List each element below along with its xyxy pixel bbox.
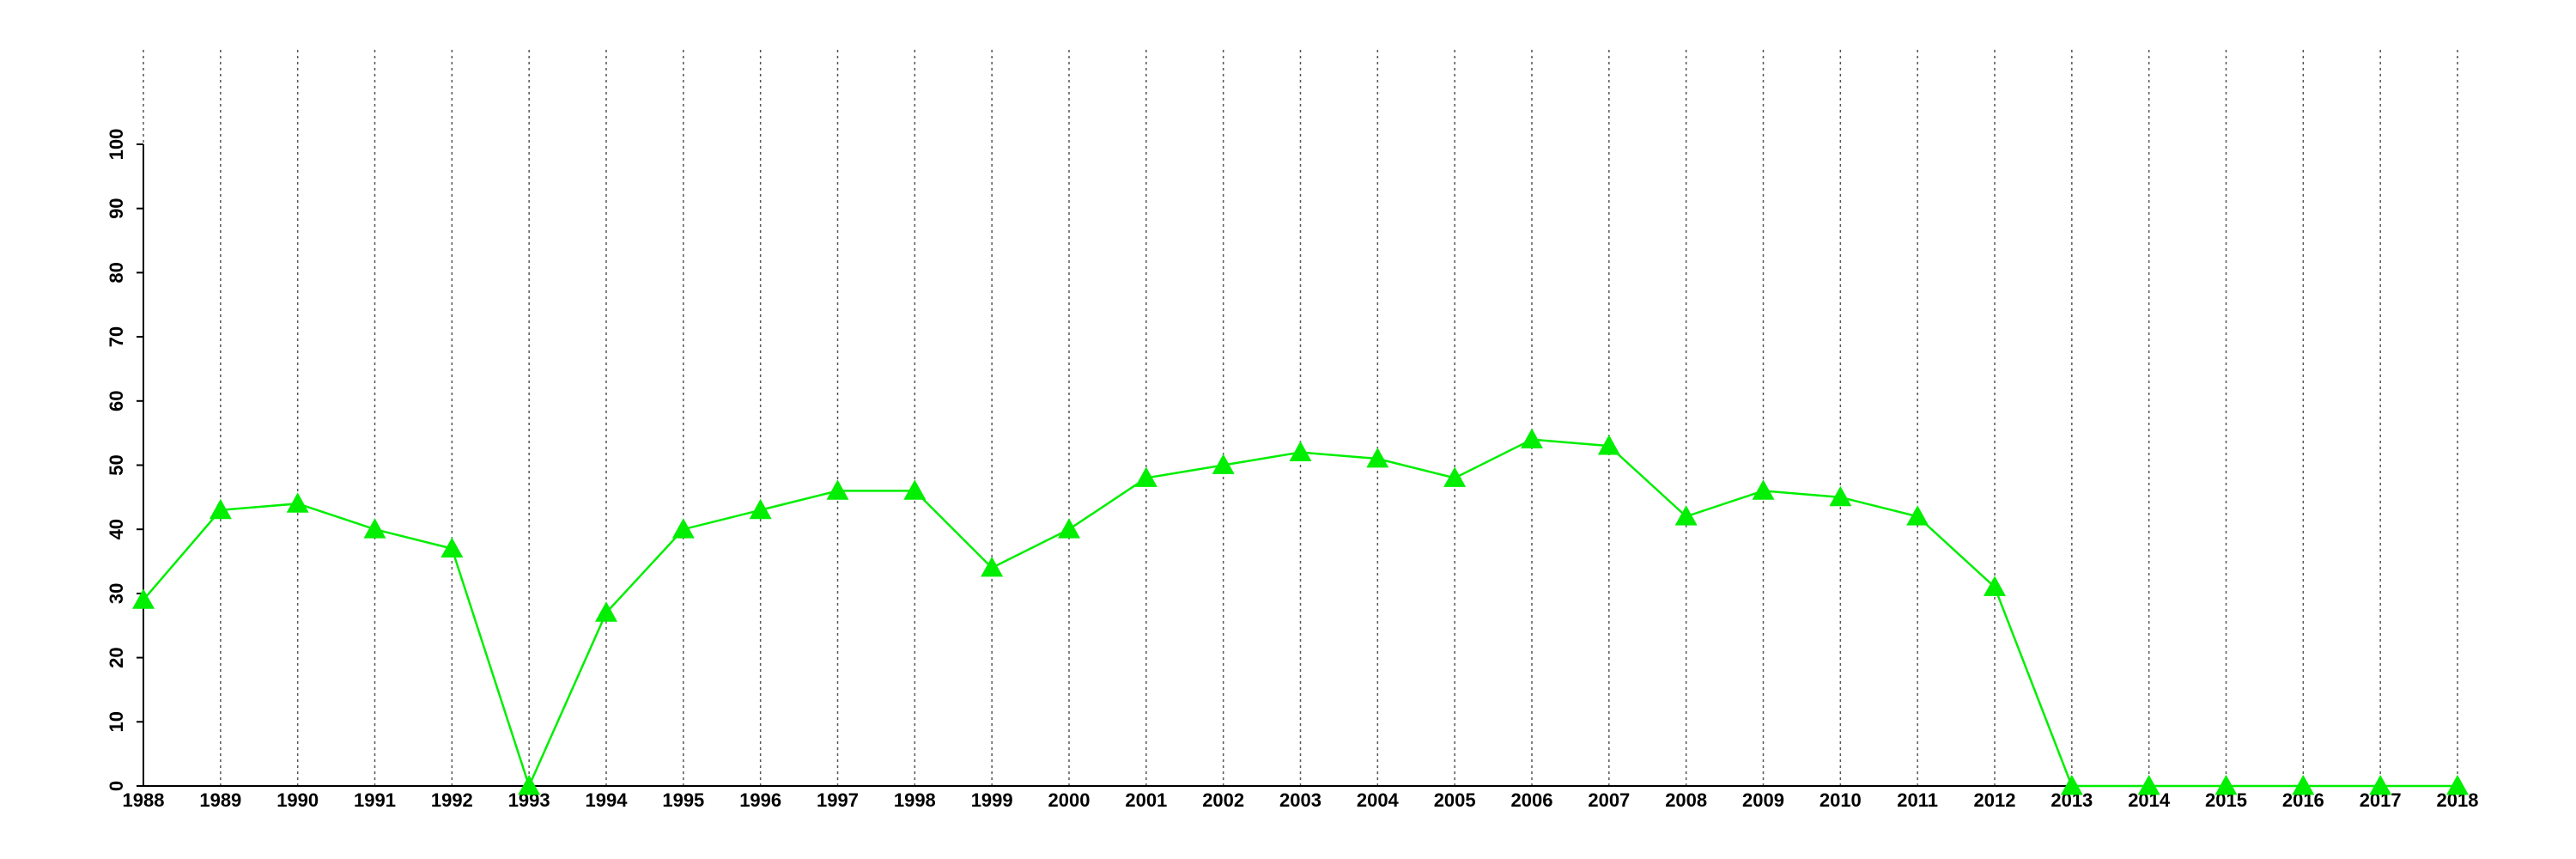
x-tick-label: 2011 xyxy=(1897,789,1938,811)
x-tick-label: 2008 xyxy=(1665,789,1707,811)
point-marker xyxy=(440,537,464,558)
point-marker xyxy=(1443,466,1467,487)
point-marker xyxy=(1134,466,1157,487)
point-marker xyxy=(671,518,695,539)
y-tick-label: 0 xyxy=(106,781,127,791)
y-tick-label: 80 xyxy=(106,262,127,283)
x-tick-label: 2000 xyxy=(1048,789,1091,811)
point-marker xyxy=(1984,576,2006,596)
point-marker xyxy=(363,518,386,539)
x-tick-label: 1990 xyxy=(276,789,319,811)
point-marker xyxy=(1289,441,1312,461)
y-tick-label: 90 xyxy=(106,198,127,218)
y-tick-label: 40 xyxy=(106,519,127,539)
point-marker xyxy=(826,479,849,500)
x-tick-label: 1997 xyxy=(817,789,859,811)
point-marker xyxy=(2215,775,2238,795)
point-marker xyxy=(2292,775,2315,795)
x-tick-label: 1988 xyxy=(123,789,165,811)
point-marker xyxy=(209,498,232,520)
x-tick-label: 2001 xyxy=(1125,789,1167,811)
x-tick-label: 1996 xyxy=(739,789,781,811)
x-tick-label: 1989 xyxy=(199,789,241,811)
point-marker xyxy=(2060,775,2083,795)
point-marker xyxy=(1906,505,1929,526)
point-marker xyxy=(1597,435,1620,455)
point-marker xyxy=(749,498,772,520)
point-marker xyxy=(1829,485,1852,507)
y-tick-label: 20 xyxy=(106,647,127,667)
x-tick-label: 2002 xyxy=(1202,789,1244,811)
point-marker xyxy=(132,588,155,609)
x-tick-label: 2005 xyxy=(1434,789,1476,811)
y-tick-label: 30 xyxy=(106,583,127,604)
x-tick-label: 2009 xyxy=(1742,789,1784,811)
point-marker xyxy=(2369,775,2392,795)
point-marker xyxy=(1058,518,1080,539)
x-tick-label: 1994 xyxy=(586,789,629,811)
line xyxy=(143,438,2458,789)
x-tick-label: 2012 xyxy=(1974,789,2016,811)
point-marker xyxy=(1752,479,1775,500)
x-tick-label: 1995 xyxy=(662,789,704,811)
point-marker xyxy=(903,479,927,500)
x-tick-label: 1992 xyxy=(431,789,473,811)
y-tick-label: 100 xyxy=(106,129,127,161)
point-marker xyxy=(2446,775,2469,795)
point-marker xyxy=(1674,505,1698,526)
y-tick-label: 70 xyxy=(106,326,127,347)
x-tick-label: 2003 xyxy=(1279,789,1321,811)
x-tick-label: 1999 xyxy=(971,789,1013,811)
y-tick-label: 60 xyxy=(106,391,127,411)
point-marker xyxy=(1521,428,1543,449)
y-tick-label: 10 xyxy=(106,711,127,732)
y-tick-label: 50 xyxy=(106,454,127,475)
point-marker xyxy=(1366,448,1389,468)
point-marker xyxy=(286,492,309,513)
point-marker xyxy=(1212,454,1235,474)
point-marker xyxy=(981,557,1004,577)
x-tick-label: 2007 xyxy=(1588,789,1630,811)
x-tick-label: 2010 xyxy=(1820,789,1862,811)
x-tick-label: 2006 xyxy=(1511,789,1553,811)
x-tick-label: 1991 xyxy=(354,789,396,811)
x-tick-label: 1998 xyxy=(894,789,936,811)
point-marker xyxy=(518,775,541,795)
x-tick-label: 2004 xyxy=(1357,789,1400,811)
point-marker xyxy=(2137,775,2160,795)
point-marker xyxy=(595,601,617,622)
